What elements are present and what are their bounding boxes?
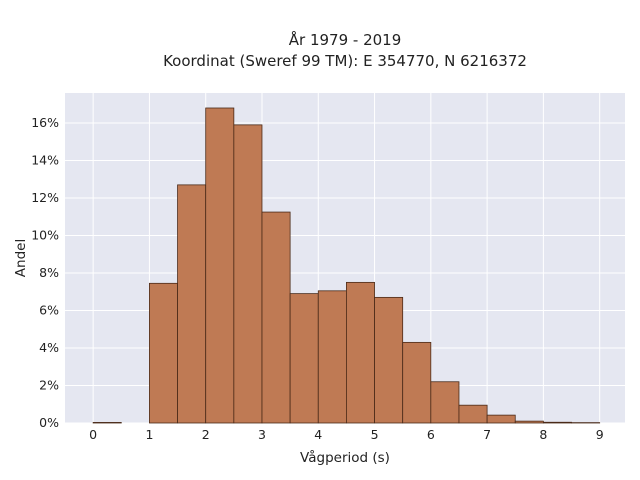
histogram-bars	[92, 107, 601, 424]
histogram-bar	[92, 422, 122, 424]
x-axis-ticks: 0 1 2 3 4 5 6 7 8 9	[89, 427, 604, 442]
histogram-bar	[289, 293, 319, 424]
histogram-bar	[374, 296, 404, 424]
x-tick-label: 9	[596, 427, 604, 442]
histogram-bar	[205, 107, 235, 424]
histogram-bar	[149, 282, 178, 424]
histogram-bar	[542, 421, 572, 424]
y-tick-label: 8%	[39, 265, 59, 280]
histogram-bar	[430, 381, 460, 424]
x-tick-label: 4	[314, 427, 322, 442]
histogram-bar	[261, 211, 291, 424]
y-axis-label: Andel	[13, 239, 29, 277]
chart-title-line-1: År 1979 - 2019	[289, 30, 402, 49]
y-axis-ticks: 0% 2% 4% 6% 8% 10% 12% 14% 16%	[31, 115, 59, 430]
histogram-bar	[514, 420, 544, 424]
y-tick-label: 14%	[31, 153, 59, 168]
x-tick-label: 7	[483, 427, 491, 442]
x-axis-label: Vågperiod (s)	[300, 449, 390, 466]
histogram-bar	[346, 281, 375, 424]
x-tick-label: 6	[427, 427, 435, 442]
x-tick-label: 1	[145, 427, 153, 442]
x-tick-label: 3	[258, 427, 266, 442]
y-tick-label: 6%	[39, 303, 59, 318]
y-tick-label: 12%	[31, 190, 59, 205]
histogram-bar	[233, 124, 263, 424]
x-tick-label: 0	[89, 427, 97, 442]
x-tick-label: 8	[539, 427, 547, 442]
y-tick-label: 0%	[39, 415, 59, 430]
histogram-bar	[402, 341, 432, 424]
y-tick-label: 16%	[31, 115, 59, 130]
y-tick-label: 4%	[39, 340, 59, 355]
x-tick-label: 5	[371, 427, 379, 442]
histogram-bar	[486, 414, 516, 424]
chart-title-line-2: Koordinat (Sweref 99 TM): E 354770, N 62…	[163, 52, 527, 70]
y-tick-label: 2%	[39, 378, 59, 393]
x-tick-label: 2	[202, 427, 210, 442]
y-tick-label: 10%	[31, 228, 59, 243]
histogram-bar	[177, 184, 207, 424]
histogram-bar	[458, 404, 488, 424]
histogram-bar	[317, 290, 347, 424]
